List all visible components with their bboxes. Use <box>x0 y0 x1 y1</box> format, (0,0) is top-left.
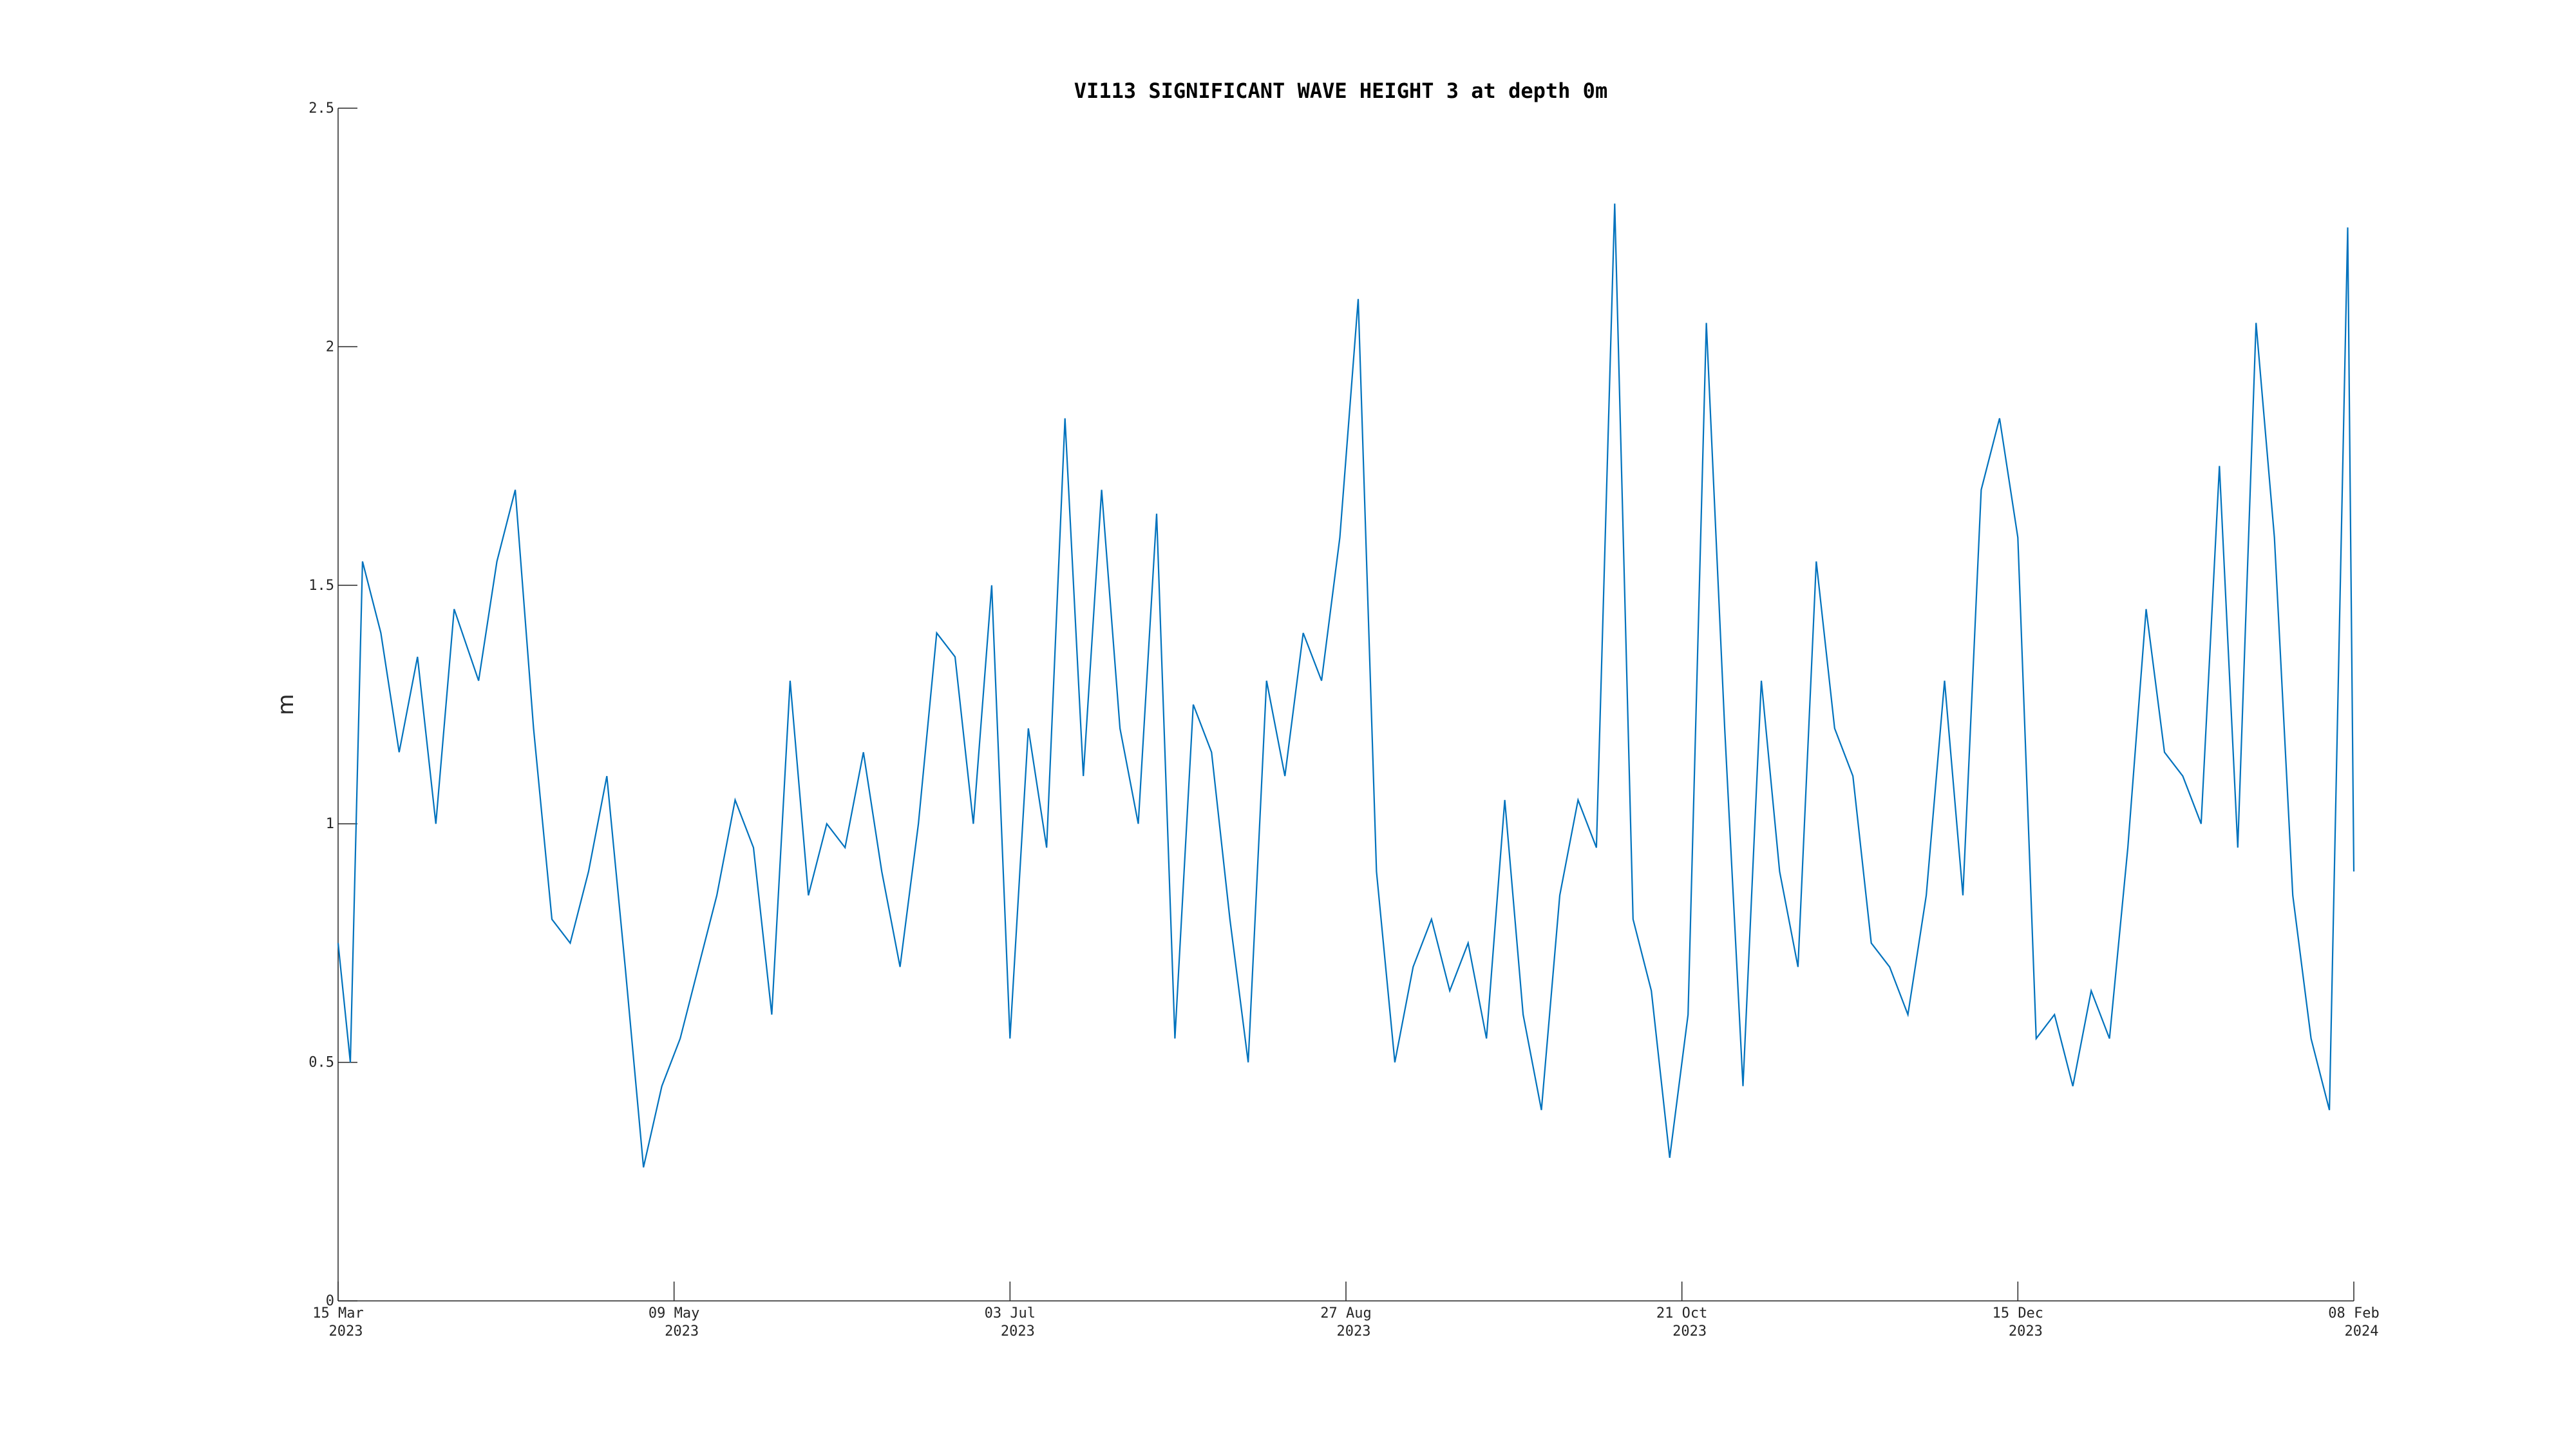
x-tick-year: 2023 <box>1001 1323 1035 1340</box>
y-tick-label: 0.5 <box>308 1055 334 1071</box>
x-tick-year: 2023 <box>1337 1323 1371 1340</box>
x-tick-label: 03 Jul <box>985 1305 1036 1321</box>
x-tick-label: 27 Aug <box>1320 1305 1371 1321</box>
series-line-wave-height <box>337 204 2355 1168</box>
x-tick-year: 2023 <box>1672 1323 1707 1340</box>
y-axis-ticks: 0 0.5 1 1.5 2 2.5 <box>308 100 357 1309</box>
x-tick-label: 15 Dec <box>1993 1305 2043 1321</box>
x-tick-label: 21 Oct <box>1656 1305 1707 1321</box>
x-tick-label: 09 May <box>649 1305 699 1321</box>
chart-title: VI113 SIGNIFICANT WAVE HEIGHT 3 at depth… <box>1074 79 1607 103</box>
x-tick-year: 2023 <box>329 1323 363 1340</box>
y-tick-label: 1.5 <box>308 578 334 594</box>
y-axis-label: m <box>273 694 299 715</box>
y-tick-label: 1 <box>326 816 334 832</box>
x-tick-year: 2024 <box>2345 1323 2379 1340</box>
axes <box>337 108 2354 1302</box>
y-tick-label: 2.5 <box>308 100 334 117</box>
x-tick-year: 2023 <box>2009 1323 2043 1340</box>
x-axis-ticks: 15 Mar 2023 09 May 2023 03 Jul 2023 27 Aug 2023… <box>312 1282 2380 1340</box>
x-tick-year: 2023 <box>665 1323 699 1340</box>
y-tick-label: 0 <box>326 1293 334 1309</box>
x-tick-label: 08 Feb <box>2328 1305 2379 1321</box>
y-tick-label: 2 <box>326 339 334 355</box>
x-tick-label: 15 Mar <box>312 1305 363 1321</box>
